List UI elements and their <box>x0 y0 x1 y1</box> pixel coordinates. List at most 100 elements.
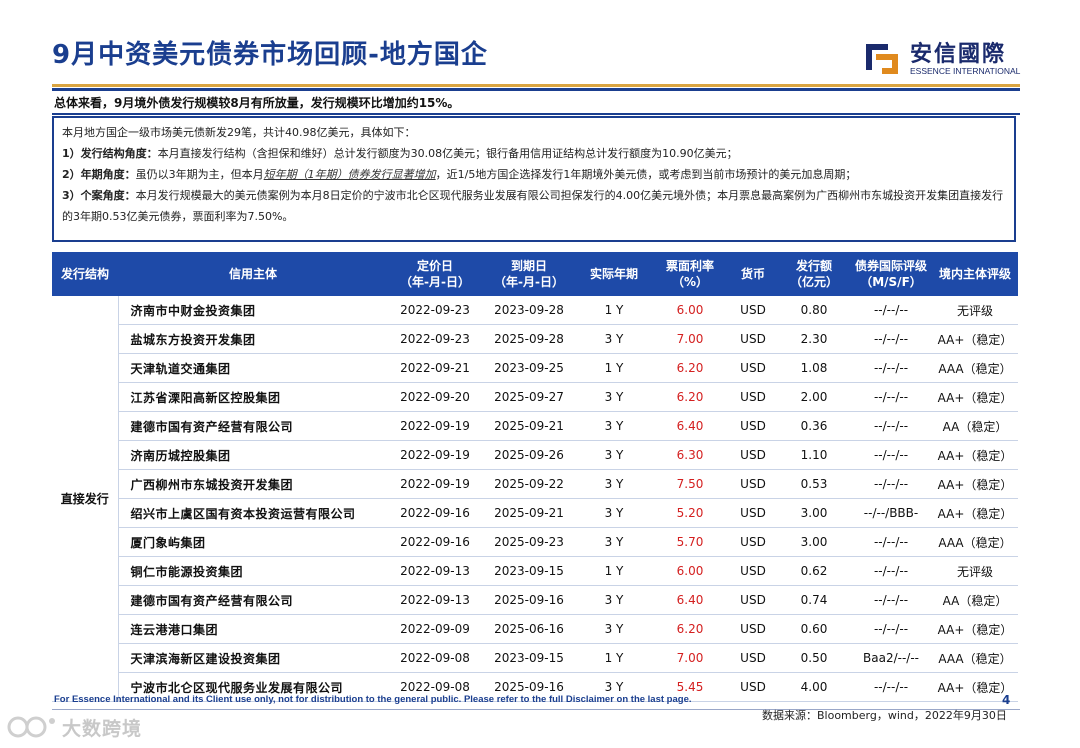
cell-maturity-date: 2025-06-16 <box>482 614 576 644</box>
cell-issuer: 连云港港口集团 <box>118 614 388 644</box>
cell-amount: 0.50 <box>778 643 850 673</box>
cell-amount: 0.62 <box>778 556 850 586</box>
header-line: （M/S/F） <box>860 275 922 289</box>
cell-amount: 3.00 <box>778 527 850 557</box>
commentary-point-structure: 1）发行结构角度：本月直接发行结构（含担保和维好）总计发行额度为30.08亿美元… <box>62 143 1006 164</box>
cell-currency: USD <box>728 556 778 586</box>
cell-domestic-rating: AA+（稳定） <box>932 672 1018 702</box>
cell-amount: 0.74 <box>778 585 850 615</box>
cell-maturity-date: 2025-09-28 <box>482 324 576 354</box>
cell-tenor: 3 Y <box>576 382 652 412</box>
cell-domestic-rating: AA（稳定） <box>932 411 1018 441</box>
cell-coupon: 6.40 <box>652 411 728 441</box>
cell-domestic-rating: AA+（稳定） <box>932 324 1018 354</box>
header-line: （年-月-日） <box>400 275 470 289</box>
disclaimer-text: For Essence International and its Client… <box>54 694 692 705</box>
header-structure: 发行结构 <box>52 252 118 296</box>
cell-tenor: 1 Y <box>576 643 652 673</box>
page-title: 9月中资美元债券市场回顾-地方国企 <box>52 40 488 70</box>
cell-intl-rating: --/--/-- <box>850 469 932 499</box>
cell-tenor: 3 Y <box>576 469 652 499</box>
title-divider-blue <box>52 88 1020 91</box>
data-source-text: 数据来源：Bloomberg，wind，2022年9月30日 <box>762 709 1007 722</box>
commentary-point-text: 本月直接发行结构（含担保和维好）总计发行额度为30.08亿美元；银行备用信用证结… <box>157 147 738 160</box>
page-number: 4 <box>1002 693 1011 707</box>
cell-coupon: 6.20 <box>652 382 728 412</box>
cell-pricing-date: 2022-09-21 <box>388 353 482 383</box>
cell-currency: USD <box>728 498 778 528</box>
cell-amount: 2.00 <box>778 382 850 412</box>
cell-issue-structure: 直接发行 <box>52 296 119 702</box>
cell-tenor: 1 Y <box>576 296 652 325</box>
cell-currency: USD <box>728 527 778 557</box>
cell-domestic-rating: AA+（稳定） <box>932 382 1018 412</box>
watermark-text: 大数跨境 <box>62 718 143 740</box>
cell-domestic-rating: AA+（稳定） <box>932 469 1018 499</box>
cell-issuer: 建德市国有资产经营有限公司 <box>118 411 388 441</box>
header-line: 债券国际评级 <box>854 259 927 273</box>
cell-tenor: 3 Y <box>576 672 652 702</box>
header-line: （亿元） <box>789 275 838 289</box>
cell-amount: 2.30 <box>778 324 850 354</box>
cell-pricing-date: 2022-09-09 <box>388 614 482 644</box>
company-logo: 安信國際 ESSENCE INTERNATIONAL <box>862 36 1022 80</box>
cell-tenor: 3 Y <box>576 411 652 441</box>
table-row: 广西柳州市东城投资开发集团 2022-09-19 2025-09-22 3 Y 7.50… <box>52 469 1018 499</box>
cell-maturity-date: 2025-09-16 <box>482 672 576 702</box>
cell-tenor: 3 Y <box>576 527 652 557</box>
table-row: 铜仁市能源投资集团 2022-09-13 2023-09-15 1 Y 6.00 USD 0… <box>52 556 1018 586</box>
table-body: 直接发行 济南市中财金投资集团 2022-09-23 2023-09-28 1 Y 6.0… <box>52 296 1018 702</box>
cell-amount: 0.36 <box>778 411 850 441</box>
header-amount: 发行额 （亿元） <box>778 252 850 296</box>
commentary-point-label: 1）发行结构角度： <box>62 147 158 160</box>
cell-intl-rating: --/--/-- <box>850 556 932 586</box>
cell-tenor: 3 Y <box>576 498 652 528</box>
footer-divider <box>52 709 1020 710</box>
cell-coupon: 5.45 <box>652 672 728 702</box>
cell-currency: USD <box>728 324 778 354</box>
summary-divider <box>52 113 1020 115</box>
cell-domestic-rating: AAA（稳定） <box>932 643 1018 673</box>
cell-tenor: 1 Y <box>576 556 652 586</box>
cell-maturity-date: 2023-09-25 <box>482 353 576 383</box>
cell-issuer: 天津轨道交通集团 <box>118 353 388 383</box>
header-issuer: 信用主体 <box>118 252 388 296</box>
header-currency: 货币 <box>728 252 778 296</box>
cell-currency: USD <box>728 469 778 499</box>
cell-currency: USD <box>728 353 778 383</box>
cell-intl-rating: --/--/-- <box>850 382 932 412</box>
cell-maturity-date: 2023-09-15 <box>482 556 576 586</box>
cell-issuer: 宁波市北仑区现代服务业发展有限公司 <box>118 672 388 702</box>
commentary-point-text: 本月发行规模最大的美元债案例为本月8日定价的宁波市北仑区现代服务业发展有限公司担… <box>62 189 1004 223</box>
cell-pricing-date: 2022-09-23 <box>388 324 482 354</box>
table-row: 盐城东方投资开发集团 2022-09-23 2025-09-28 3 Y 7.00 USD… <box>52 324 1018 354</box>
cell-domestic-rating: 无评级 <box>932 556 1018 586</box>
cell-intl-rating: --/--/-- <box>850 353 932 383</box>
cell-domestic-rating: AAA（稳定） <box>932 353 1018 383</box>
cell-intl-rating: --/--/-- <box>850 296 932 325</box>
cell-issuer: 绍兴市上虞区国有资本投资运营有限公司 <box>118 498 388 528</box>
cell-issuer: 建德市国有资产经营有限公司 <box>118 585 388 615</box>
cell-domestic-rating: AAA（稳定） <box>932 527 1018 557</box>
cell-issuer: 天津滨海新区建设投资集团 <box>118 643 388 673</box>
table-row: 直接发行 济南市中财金投资集团 2022-09-23 2023-09-28 1 Y 6.0… <box>52 296 1018 702</box>
cell-maturity-date: 2025-09-16 <box>482 585 576 615</box>
cell-coupon: 6.20 <box>652 614 728 644</box>
cell-coupon: 6.00 <box>652 296 728 325</box>
cell-currency: USD <box>728 672 778 702</box>
cell-amount: 0.53 <box>778 469 850 499</box>
cell-pricing-date: 2022-09-08 <box>388 672 482 702</box>
watermark: 大数跨境 <box>4 710 154 744</box>
table-row: 绍兴市上虞区国有资本投资运营有限公司 2022-09-16 2025-09-21 3 … <box>52 498 1018 528</box>
logo-mark-icon <box>866 44 898 74</box>
cell-domestic-rating: AA+（稳定） <box>932 440 1018 470</box>
cell-maturity-date: 2025-09-26 <box>482 440 576 470</box>
cell-pricing-date: 2022-09-23 <box>388 296 482 325</box>
commentary-point-case: 3）个案角度：本月发行规模最大的美元债案例为本月8日定价的宁波市北仑区现代服务业… <box>62 185 1006 227</box>
cell-currency: USD <box>728 585 778 615</box>
cell-maturity-date: 2025-09-23 <box>482 527 576 557</box>
cell-pricing-date: 2022-09-19 <box>388 440 482 470</box>
title-divider-gold <box>52 84 1020 87</box>
cell-tenor: 3 Y <box>576 585 652 615</box>
cell-intl-rating: --/--/BBB- <box>850 498 932 528</box>
